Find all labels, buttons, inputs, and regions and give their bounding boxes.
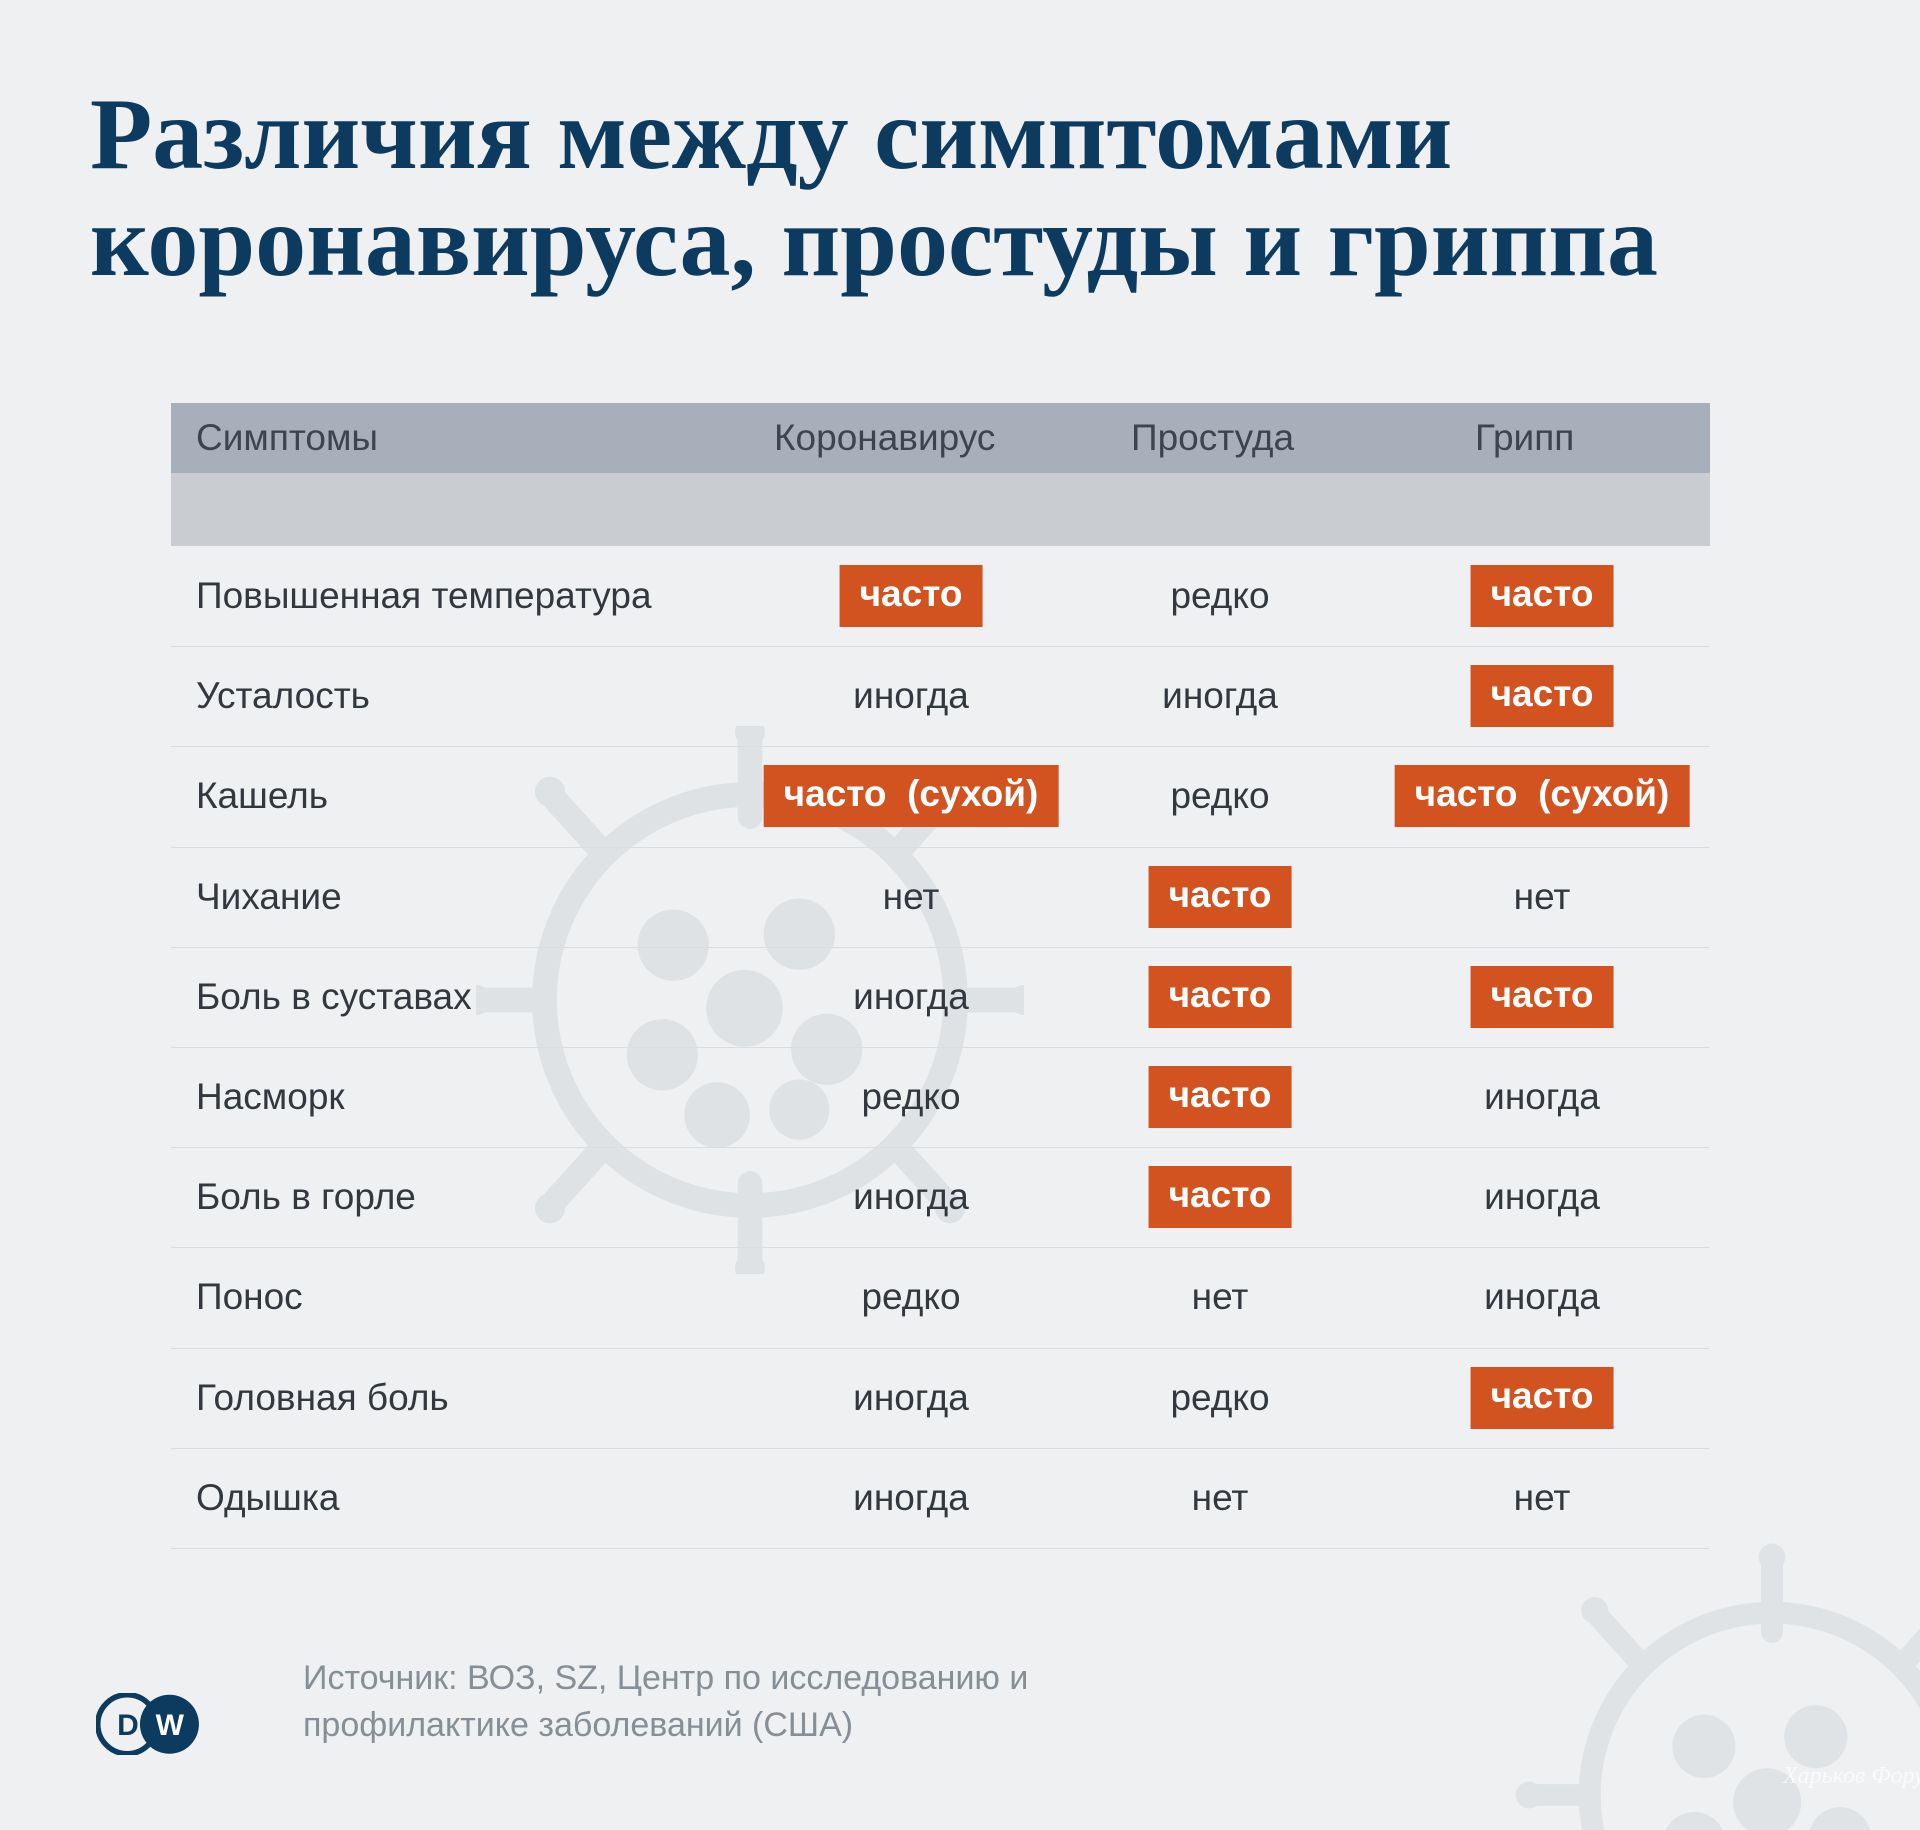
svg-text:W: W	[155, 1709, 184, 1742]
svg-text:D: D	[117, 1709, 139, 1742]
